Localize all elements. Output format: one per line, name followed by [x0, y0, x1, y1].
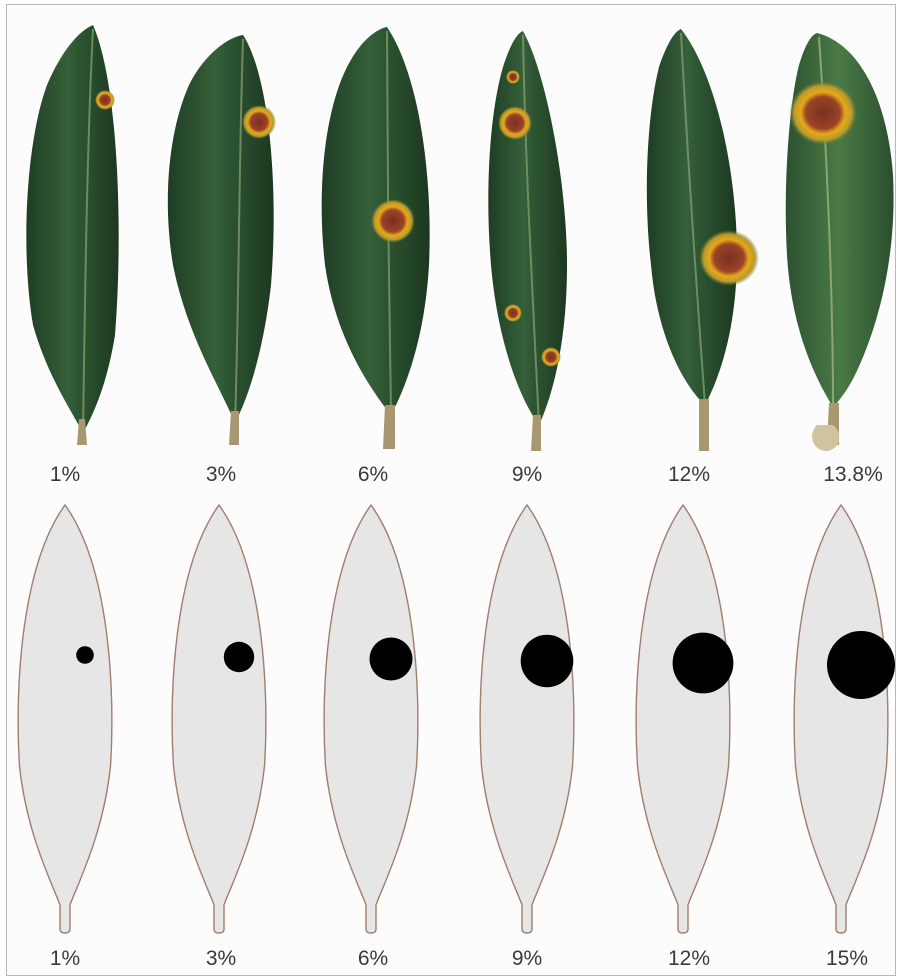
severity-spot-icon	[223, 641, 255, 673]
severity-spot-icon	[520, 634, 574, 688]
severity-label: 12%	[668, 463, 710, 486]
peacock-spot-lesion-icon	[789, 81, 857, 145]
severity-label: 3%	[206, 947, 236, 970]
peacock-spot-lesion-icon	[95, 90, 115, 110]
severity-scale-panel: 1% 3% 6% 9% 12% 13.8% 1% 3% 6% 9% 12% 15…	[6, 4, 896, 976]
severity-label: 9%	[512, 947, 542, 970]
leaf-outline-icon	[793, 503, 895, 934]
photo-leaf-row	[26, 25, 894, 451]
severity-label: 3%	[206, 463, 236, 486]
olive-leaf-icon	[646, 29, 759, 451]
olive-leaf-icon	[167, 35, 276, 445]
peacock-spot-lesion-icon	[242, 105, 276, 139]
leaf-outline-icon	[479, 503, 575, 934]
photo-label-row: 1% 3% 6% 9% 12% 13.8%	[50, 463, 883, 486]
severity-label: 13.8%	[823, 463, 883, 486]
peacock-spot-lesion-icon	[506, 70, 520, 84]
severity-label: 15%	[826, 947, 868, 970]
severity-spot-icon	[369, 637, 413, 681]
severity-spot-icon	[76, 646, 94, 664]
peacock-spot-lesion-icon	[371, 199, 415, 243]
severity-label: 1%	[50, 463, 80, 486]
peacock-spot-lesion-icon	[541, 347, 561, 367]
olive-leaf-icon	[26, 25, 119, 445]
olive-leaf-icon	[321, 27, 430, 449]
peacock-spot-lesion-icon	[504, 304, 522, 322]
severity-label: 1%	[50, 947, 80, 970]
diagram-label-row: 1% 3% 6% 9% 12% 15%	[50, 947, 868, 970]
severity-label: 9%	[512, 463, 542, 486]
severity-spot-icon	[672, 632, 734, 694]
peacock-spot-lesion-icon	[498, 106, 532, 140]
olive-leaf-icon	[488, 31, 567, 451]
leaf-severity-scale-diagram: 1% 3% 6% 9% 12% 13.8% 1% 3% 6% 9% 12% 15…	[17, 25, 895, 970]
severity-spot-icon	[827, 631, 895, 699]
leaf-outline-icon	[323, 503, 419, 934]
severity-label: 6%	[358, 947, 388, 970]
leaf-outline-icon	[171, 503, 267, 934]
leaf-outline-icon	[635, 503, 734, 934]
olive-leaf-icon	[785, 33, 894, 451]
severity-label: 12%	[668, 947, 710, 970]
leaf-outline-icon	[17, 503, 113, 934]
peacock-spot-lesion-icon	[699, 230, 759, 286]
diagram-leaf-row	[17, 503, 895, 934]
severity-label: 6%	[358, 463, 388, 486]
